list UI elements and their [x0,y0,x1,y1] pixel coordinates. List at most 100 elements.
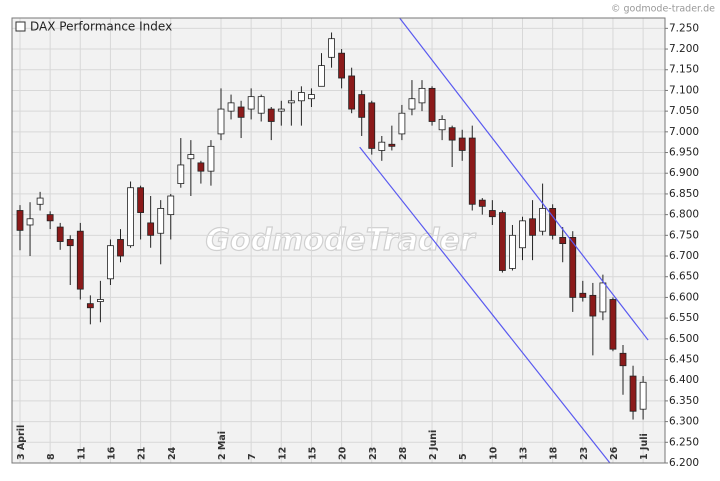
x-tick-label: 7 [247,453,258,460]
candle-body [137,187,145,213]
candle-body [408,98,416,110]
candle-body [388,143,396,147]
candle-body [167,195,175,216]
y-tick-label: 6.300 [669,416,699,428]
candle-body [308,94,315,100]
candle-body [559,236,567,245]
y-tick-label: 7.000 [669,126,699,138]
candle-body [448,127,456,141]
y-tick-label: 6.800 [669,209,699,221]
y-tick-label: 7.250 [669,22,699,34]
y-tick-label: 7.150 [669,64,699,76]
candle-body [117,239,124,257]
candle-body [599,282,607,313]
y-tick-label: 6.650 [669,271,699,283]
x-tick-label: 18 [549,446,560,460]
candle-body [639,381,647,410]
candle-body [358,94,366,118]
candle-body [257,96,265,114]
x-tick-label: 20 [338,446,349,460]
y-tick-label: 6.600 [669,291,699,303]
plot-border [11,17,666,464]
x-tick-label: 13 [519,447,530,460]
candle-body [619,352,627,367]
candle-body [498,212,506,271]
x-tick-label: 12 [277,447,288,460]
y-tick-label: 7.200 [669,43,699,55]
trend-line [359,146,611,464]
candle-body [66,239,74,247]
x-tick-label: 23 [368,447,379,460]
x-tick-label: 2 Juni [428,430,439,460]
y-tick-label: 6.500 [669,333,699,345]
candle-body [36,197,44,205]
x-tick-label: 21 [137,447,148,460]
candle-body [207,145,215,172]
x-tick-label: 8 [46,453,57,460]
x-tick-label: 10 [488,446,499,460]
candle-body [267,108,275,122]
legend-label: DAX Performance Index [30,20,172,34]
candle-body [297,92,305,102]
y-tick-label: 6.750 [669,229,699,241]
legend-box [15,21,26,32]
candle-body [509,234,516,269]
x-tick-label: 24 [167,446,178,460]
y-tick-label: 6.400 [669,374,699,386]
candle-body [328,38,335,58]
x-tick-label: 15 [307,447,318,460]
y-tick-label: 6.200 [669,457,699,469]
candle-body [247,96,255,110]
candle-body [277,108,285,112]
x-tick-label: 1 Juli [639,433,650,460]
candle-body [287,100,295,104]
candle-body [418,87,426,104]
candle-body [16,210,24,231]
x-tick-label: 16 [106,446,117,460]
candle-body [428,87,436,122]
x-tick-label: 23 [579,447,590,460]
x-tick-label: 26 [609,446,620,460]
candle-body [579,292,587,298]
candle-body [187,154,195,160]
candle-body [127,187,134,247]
candle-body [589,294,597,317]
candle-body [438,119,446,131]
candle-body [629,375,637,412]
candle-body [488,210,496,218]
x-tick-label: 5 [458,453,469,460]
y-tick-label: 6.550 [669,312,699,324]
x-tick-label: 11 [76,447,87,460]
candle-body [217,108,225,135]
candle-body [86,303,94,309]
candle-body [348,75,356,110]
candle-body [569,236,577,298]
candle-body [378,141,386,151]
candle-body [458,137,466,151]
watermark: GodmodeTrader [205,223,476,258]
y-tick-label: 7.050 [669,105,699,117]
y-tick-label: 6.950 [669,147,699,159]
candle-body [519,220,526,249]
candle-body [539,208,546,232]
candle-body [478,199,486,207]
candle-body [107,245,114,280]
candle-body [529,218,536,236]
candle-body [26,218,34,226]
candle-body [56,226,64,242]
candle-body [97,299,104,302]
candle-body [76,230,84,290]
candle-body [197,162,205,172]
y-tick-label: 6.700 [669,250,699,262]
candle-body [177,164,185,184]
y-tick-label: 6.250 [669,436,699,448]
x-tick-label: 3 April [16,425,27,460]
candle-body [398,112,406,135]
x-tick-label: 28 [398,446,409,460]
candle-body [318,65,325,87]
candle-body [549,208,557,236]
candle-body [368,102,376,149]
candle-body [468,137,476,205]
y-tick-label: 7.100 [669,84,699,96]
